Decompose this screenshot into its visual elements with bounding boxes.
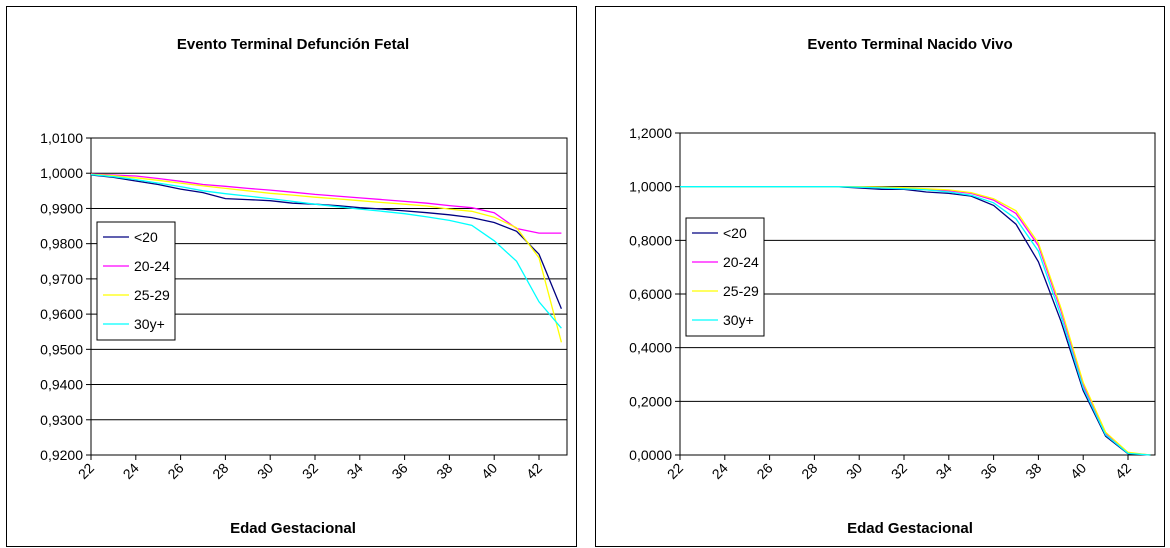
series-line-1 [90,173,562,234]
x-tick-label: 36 [977,460,999,482]
x-tick-label: 40 [478,460,500,482]
y-tick-label: 0,9500 [40,341,83,357]
x-axis-label: Edad Gestacional [847,520,973,537]
y-tick-label: 0,9900 [40,200,83,216]
legend-label-3: 30y+ [134,316,165,332]
x-tick-label: 26 [164,460,186,482]
legend-label-1: 20-24 [134,258,170,274]
chart-title: Evento Terminal Nacido Vivo [807,36,1012,53]
y-tick-label: 0,2000 [629,393,672,409]
y-tick-label: 0,9200 [40,447,83,463]
x-tick-label: 38 [1022,460,1044,482]
x-tick-label: 40 [1067,460,1089,482]
y-tick-label: 1,0100 [40,130,83,146]
y-tick-label: 0,9300 [40,412,83,428]
y-tick-label: 1,2000 [629,125,672,141]
series-line-3 [90,173,562,329]
legend-label-1: 20-24 [723,254,759,270]
x-tick-label: 26 [753,460,775,482]
legend-box [96,221,176,341]
x-tick-label: 30 [843,460,865,482]
y-tick-label: 0,0000 [629,447,672,463]
y-tick-label: 1,0000 [40,165,83,181]
chart-title: Evento Terminal Defunción Fetal [177,36,409,53]
x-tick-label: 22 [75,460,97,482]
legend-box [685,217,765,337]
series-line-2 [90,173,563,343]
x-tick-label: 24 [120,460,142,482]
x-tick-label: 42 [1112,460,1134,482]
legend-label-0: <20 [723,225,747,241]
x-tick-label: 34 [933,460,955,482]
y-tick-label: 0,9800 [40,236,83,252]
legend: <20 20-24 25-29 30y+ [685,217,765,337]
legend: <20 20-24 25-29 30y+ [96,221,176,341]
y-tick-label: 0,6000 [629,286,672,302]
y-tick-label: 0,9400 [40,377,83,393]
legend-label-3: 30y+ [723,312,754,328]
x-tick-label: 42 [523,460,545,482]
x-tick-label: 32 [888,460,910,482]
y-tick-label: 0,9700 [40,271,83,287]
x-tick-label: 24 [709,460,731,482]
legend-label-2: 25-29 [723,283,759,299]
legend-label-2: 25-29 [134,287,170,303]
x-tick-label: 28 [798,460,820,482]
chart-live-birth: Evento Terminal Nacido Vivo 0,0000 0,2000 0… [629,36,1156,537]
y-tick-label: 0,9600 [40,306,83,322]
series-line-3 [680,186,1151,456]
y-tick-label: 0,4000 [629,340,672,356]
x-tick-label: 28 [209,460,231,482]
chart-panel-fetal-death: Evento Terminal Defunción Fetal 0,9200 0,9… [6,6,577,547]
y-tick-label: 0,8000 [629,232,672,248]
x-tick-label: 34 [344,460,366,482]
x-tick-label: 36 [388,460,410,482]
legend-label-0: <20 [134,229,158,245]
chart-panel-live-birth: Evento Terminal Nacido Vivo 0,0000 0,2000 0… [595,6,1165,547]
x-axis-label: Edad Gestacional [230,520,356,537]
x-tick-label: 30 [254,460,276,482]
x-tick-label: 22 [664,460,686,482]
x-tick-label: 32 [299,460,321,482]
x-tick-label: 38 [433,460,455,482]
y-tick-label: 1,0000 [629,179,672,195]
chart-fetal-death: Evento Terminal Defunción Fetal 0,9200 0,9… [40,36,568,537]
